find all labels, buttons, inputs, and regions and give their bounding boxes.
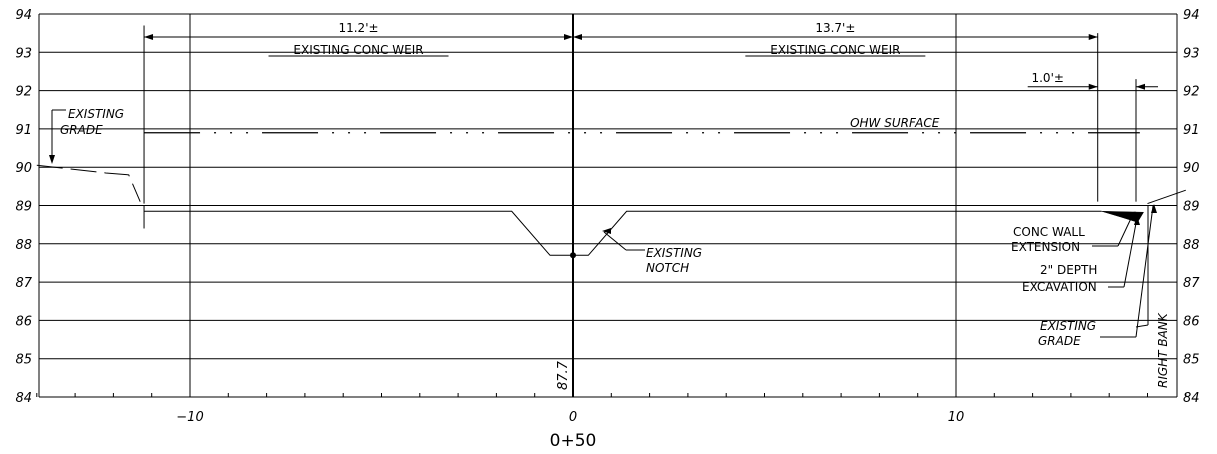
leader-arrow (49, 155, 55, 164)
y-tick-label-right: 89 (1183, 200, 1200, 215)
leader-line (1117, 211, 1135, 247)
y-tick-label-right: 91 (1183, 123, 1200, 138)
y-tick-label-right: 93 (1183, 46, 1200, 61)
existing-grade-left-line (36, 164, 141, 202)
notch-point (570, 252, 576, 259)
depth-excavation-label: EXCAVATION (1022, 280, 1097, 294)
y-tick-label-left: 88 (15, 238, 32, 253)
y-tick-label-left: 86 (15, 314, 32, 329)
y-tick-label-left: 94 (15, 8, 32, 23)
y-tick-label-right: 90 (1183, 161, 1200, 176)
dim-arrow (1088, 33, 1098, 40)
y-tick-label-left: 90 (15, 161, 32, 176)
y-tick-label-left: 91 (15, 123, 32, 138)
x-tick-label: −10 (176, 410, 203, 425)
station-label: 0+50 (550, 431, 597, 451)
existing-grade-right-label: EXISTING (1040, 319, 1096, 333)
dim-label: 13.7'± (815, 21, 855, 35)
existing-grade-right-line (1147, 189, 1186, 205)
leader-line (603, 231, 627, 251)
y-tick-label-right: 94 (1183, 8, 1200, 23)
dim-label: 1.0'± (1031, 71, 1063, 85)
dim-label: 11.2'± (338, 21, 378, 35)
x-tick-label: 0 (569, 410, 577, 425)
existing-grade-left-label: GRADE (60, 123, 103, 137)
dimension-layer: 11.2'± EXISTING CONC WEIR 13.7'± EXISTING C… (143, 21, 1159, 204)
y-tick-label-right: 87 (1183, 276, 1200, 291)
right-bank-label: RIGHT BANK (1156, 312, 1170, 388)
existing-notch-label: EXISTING (646, 246, 702, 260)
weir-crest-line (144, 210, 1102, 256)
existing-grade-left-label: EXISTING (68, 107, 124, 121)
grid-layer (39, 13, 1177, 398)
dim-arrow (1136, 83, 1146, 90)
x-tick-label: 10 (948, 410, 965, 425)
y-tick-label-right: 84 (1183, 391, 1200, 406)
depth-excavation-label: 2" DEPTH (1040, 263, 1097, 277)
leader-arrow (1134, 216, 1140, 225)
y-tick-label-right: 86 (1183, 314, 1200, 329)
dim-arrow (564, 33, 573, 40)
y-tick-label-left: 92 (15, 85, 32, 100)
notch-elevation-label: 87.7 (556, 360, 571, 390)
conc-wall-extension-label: CONC WALL (1013, 225, 1085, 239)
existing-notch-label: NOTCH (646, 261, 689, 275)
leader-line (1123, 217, 1138, 288)
dim-arrow (1088, 83, 1098, 90)
dim-arrow (144, 33, 154, 40)
dim-arrow (573, 33, 582, 40)
ohw-surface-label: OHW SURFACE (850, 116, 940, 130)
y-tick-label-left: 84 (15, 391, 32, 406)
y-tick-label-left: 87 (15, 276, 32, 291)
leader-arrow (602, 228, 611, 234)
y-tick-label-left: 89 (15, 200, 32, 215)
leader-arrow (1151, 204, 1157, 213)
leader-line (1135, 324, 1149, 328)
leader-line (1135, 205, 1154, 338)
dim-sublabel: EXISTING CONC WEIR (293, 43, 423, 57)
existing-grade-right-label: GRADE (1038, 334, 1081, 348)
dim-sublabel: EXISTING CONC WEIR (770, 43, 900, 57)
axes-layer: 84 84 85 85 86 86 87 87 88 88 89 89 90 90 91 91 92 92 93 93… (15, 8, 1200, 425)
y-tick-label-left: 85 (15, 353, 32, 368)
y-tick-label-right: 92 (1183, 85, 1200, 100)
y-tick-label-left: 93 (15, 46, 32, 61)
y-tick-label-right: 85 (1183, 353, 1200, 368)
conc-wall-extension-label: EXTENSION (1011, 240, 1080, 254)
y-tick-label-right: 88 (1183, 238, 1200, 253)
